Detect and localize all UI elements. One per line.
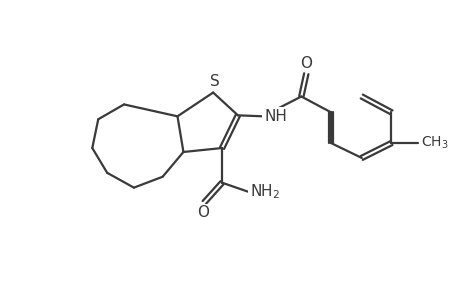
Text: NH: NH: [264, 109, 287, 124]
Text: O: O: [300, 56, 312, 71]
Text: S: S: [210, 74, 219, 88]
Text: O: O: [197, 206, 209, 220]
Text: NH$_2$: NH$_2$: [249, 182, 280, 201]
Text: CH$_3$: CH$_3$: [420, 135, 448, 151]
